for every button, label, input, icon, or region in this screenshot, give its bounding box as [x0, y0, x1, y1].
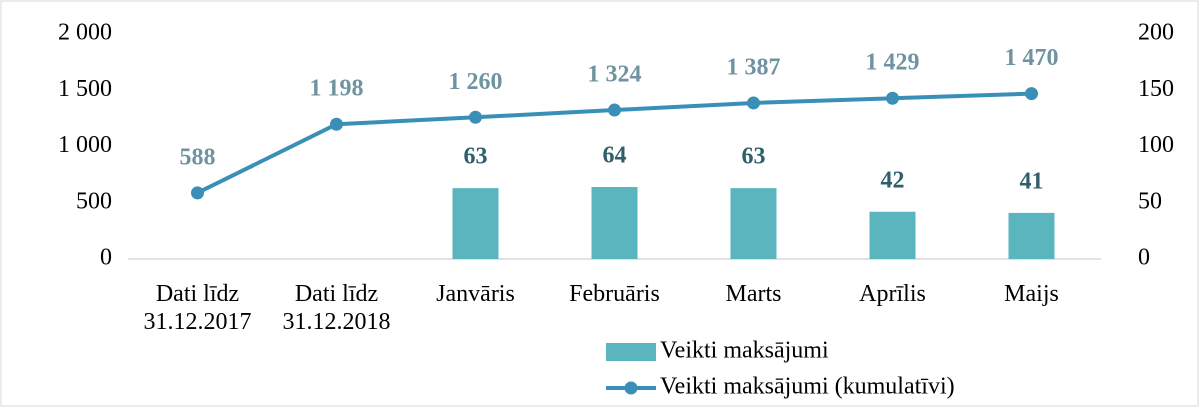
- x-tick-label: Janvāris: [436, 281, 515, 307]
- x-tick-label: Februāris: [569, 281, 660, 307]
- x-tick-label: Aprīlis: [859, 281, 926, 307]
- line-value-label: 1 470: [1005, 45, 1059, 71]
- y2-tick-label: 100: [1138, 132, 1174, 158]
- bar: [1008, 212, 1055, 259]
- line-marker: [330, 117, 343, 131]
- bar: [869, 211, 916, 259]
- bar: [591, 187, 638, 259]
- x-tick-label: Dati līdz 31.12.2017: [143, 281, 252, 335]
- line-value-label: 1 198: [310, 76, 364, 102]
- x-tick-label: Marts: [725, 281, 782, 307]
- line-marker: [747, 96, 760, 110]
- line-value-label: 1 429: [866, 50, 920, 76]
- bar-value-label: 42: [881, 167, 905, 193]
- legend-label: Veikti maksājumi: [660, 338, 829, 364]
- bar-value-label: 63: [464, 144, 488, 170]
- line-value-label: 1 324: [588, 62, 642, 88]
- y-tick-label: 2 000: [58, 20, 112, 46]
- bar: [730, 188, 777, 259]
- y-tick-label: 1 000: [58, 132, 112, 158]
- y-tick-label: 500: [76, 188, 112, 214]
- line-value-label: 1 260: [449, 69, 503, 95]
- line-marker: [608, 103, 621, 117]
- y-tick-label: 0: [100, 245, 112, 271]
- y-tick-label: 1 500: [58, 76, 112, 102]
- y2-tick-label: 0: [1138, 245, 1150, 271]
- bar: [452, 188, 499, 259]
- legend-label: Veikti maksājumi (kumulatīvi): [660, 374, 955, 400]
- bar-value-label: 64: [603, 143, 627, 169]
- x-tick-label: Dati līdz 31.12.2018: [282, 281, 391, 335]
- x-tick-label: Maijs: [1004, 281, 1059, 307]
- y2-tick-label: 200: [1138, 20, 1174, 46]
- bar-value-label: 63: [742, 144, 766, 170]
- line-marker: [886, 91, 899, 105]
- y2-tick-label: 50: [1138, 188, 1162, 214]
- line-value-label: 588: [180, 144, 216, 170]
- line-marker: [191, 186, 204, 200]
- legend-swatch: [606, 343, 656, 361]
- line-value-label: 1 387: [727, 54, 781, 80]
- line-marker: [1025, 87, 1038, 101]
- line-marker: [469, 110, 482, 124]
- legend-swatch: [624, 381, 638, 395]
- bar-value-label: 41: [1020, 168, 1044, 194]
- y2-tick-label: 150: [1138, 76, 1174, 102]
